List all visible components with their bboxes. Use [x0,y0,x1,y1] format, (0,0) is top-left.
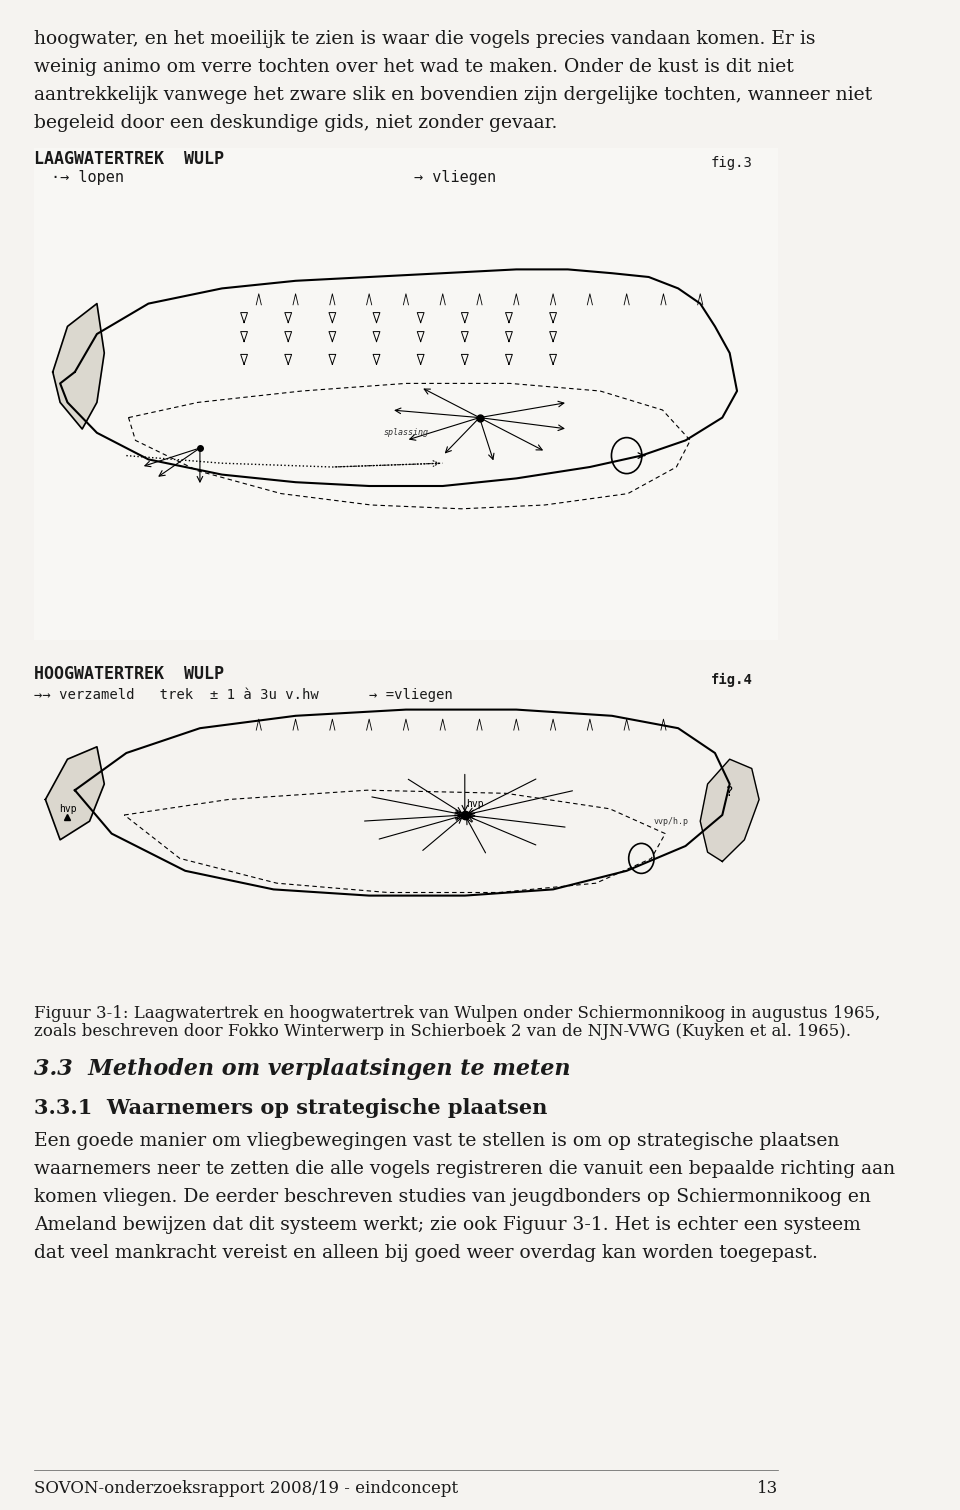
Text: hvp: hvp [59,803,76,814]
Text: ?: ? [726,785,733,799]
Text: hoogwater, en het moeilijk te zien is waar die vogels precies vandaan komen. Er : hoogwater, en het moeilijk te zien is wa… [34,30,815,48]
Text: begeleid door een deskundige gids, niet zonder gevaar.: begeleid door een deskundige gids, niet … [34,113,557,131]
Text: Ameland bewijzen dat dit systeem werkt; zie ook Figuur 3-1. Het is echter een sy: Ameland bewijzen dat dit systeem werkt; … [34,1216,860,1234]
Text: 3.3.1  Waarnemers op strategische plaatsen: 3.3.1 Waarnemers op strategische plaatse… [34,1098,547,1117]
Polygon shape [700,760,759,862]
Text: splassing: splassing [383,429,428,438]
Text: SOVON-onderzoeksrapport 2008/19 - eindconcept: SOVON-onderzoeksrapport 2008/19 - eindco… [34,1480,458,1496]
Text: →→ verzameld   trek  ± 1 à 3u v.hw      → =vliegen: →→ verzameld trek ± 1 à 3u v.hw → =vlieg… [34,687,452,702]
Text: komen vliegen. De eerder beschreven studies van jeugdbonders op Schiermonnikoog : komen vliegen. De eerder beschreven stud… [34,1188,871,1206]
Text: dat veel mankracht vereist en alleen bij goed weer overdag kan worden toegepast.: dat veel mankracht vereist en alleen bij… [34,1244,818,1262]
Text: weinig animo om verre tochten over het wad te maken. Onder de kust is dit niet: weinig animo om verre tochten over het w… [34,57,794,76]
Text: ·→ lopen: ·→ lopen [51,171,124,186]
Text: 13: 13 [756,1480,778,1496]
Text: fig.3: fig.3 [710,156,753,171]
Text: waarnemers neer te zetten die alle vogels registreren die vanuit een bepaalde ri: waarnemers neer te zetten die alle vogel… [34,1160,895,1178]
Text: hvp: hvp [467,799,484,809]
Text: Figuur 3-1: Laagwatertrek en hoogwatertrek van Wulpen onder Schiermonnikoog in a: Figuur 3-1: Laagwatertrek en hoogwatertr… [34,1006,880,1022]
Polygon shape [53,304,105,429]
Text: → vliegen: → vliegen [415,171,496,186]
Text: vvp/h.p: vvp/h.p [654,817,688,826]
Text: aantrekkelijk vanwege het zware slik en bovendien zijn dergelijke tochten, wanne: aantrekkelijk vanwege het zware slik en … [34,86,872,104]
Text: HOOGWATERTREK  WULP: HOOGWATERTREK WULP [34,664,224,683]
Polygon shape [45,747,105,840]
Text: 3.3  Methoden om verplaatsingen te meten: 3.3 Methoden om verplaatsingen te meten [34,1059,570,1080]
FancyBboxPatch shape [34,148,778,640]
Text: fig.4: fig.4 [710,673,753,687]
Text: zoals beschreven door Fokko Winterwerp in Schierboek 2 van de NJN-VWG (Kuyken et: zoals beschreven door Fokko Winterwerp i… [34,1022,851,1040]
Text: Een goede manier om vliegbewegingen vast te stellen is om op strategische plaats: Een goede manier om vliegbewegingen vast… [34,1132,839,1151]
Text: LAAGWATERTREK  WULP: LAAGWATERTREK WULP [34,149,224,168]
